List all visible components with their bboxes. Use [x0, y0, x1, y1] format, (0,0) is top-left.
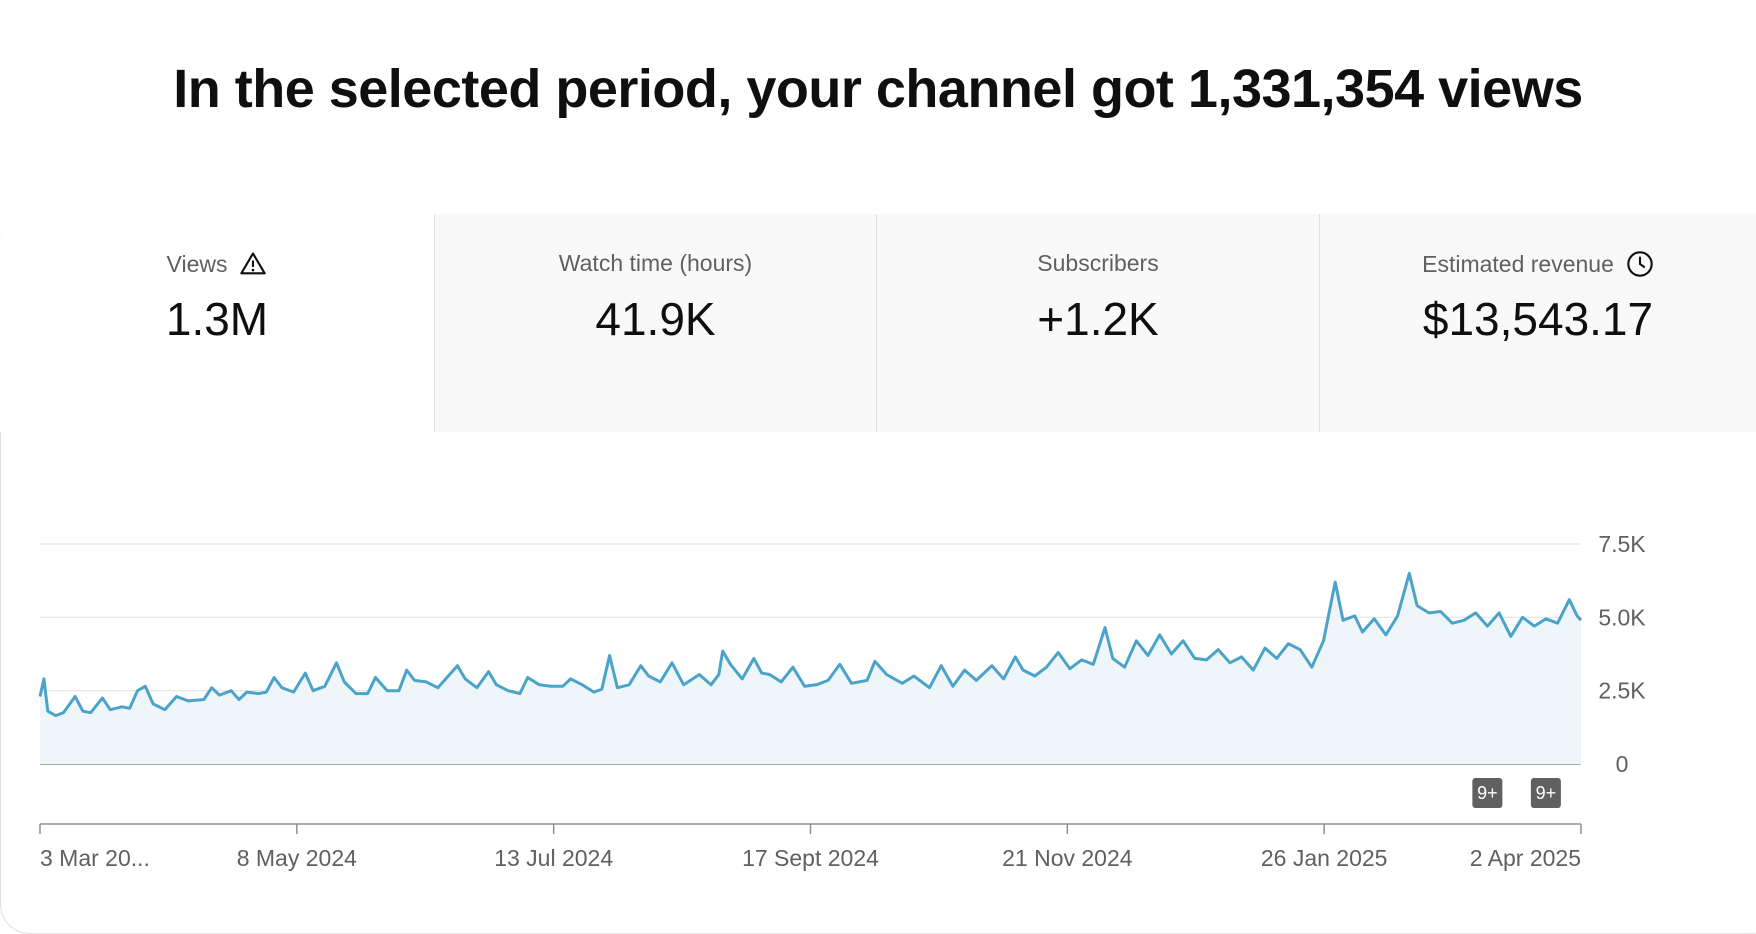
- y-tick-label: 5.0K: [1598, 604, 1646, 630]
- metric-tabs: Views 1.3M Watch time (hours) 41.9K Subs…: [0, 214, 1756, 432]
- x-tick-label: 17 Sept 2024: [742, 845, 879, 871]
- tab-watch-time-label: Watch time (hours): [558, 250, 753, 276]
- tab-watch-time[interactable]: Watch time (hours) 41.9K: [434, 214, 876, 432]
- x-tick-label: 2 Apr 2025: [1470, 845, 1581, 871]
- tab-views-value: 1.3M: [165, 293, 269, 345]
- views-area: [40, 573, 1581, 764]
- annotation-badges: 9+ 9+: [1472, 778, 1561, 808]
- views-chart: 7.5K 5.0K 2.5K 0 3 Mar 20... 8 May 2024 13 Ju…: [38, 531, 1646, 871]
- y-tick-label: 0: [1616, 751, 1629, 777]
- annotation-badge-box: [1530, 778, 1561, 808]
- annotation-badge[interactable]: 9+: [1530, 778, 1561, 808]
- tab-estimated-revenue-value: $13,543.17: [1422, 293, 1654, 345]
- tab-subscribers-value: +1.2K: [1037, 293, 1159, 345]
- warning-icon[interactable]: [239, 250, 267, 278]
- tab-estimated-revenue[interactable]: Estimated revenue $13,543.17: [1319, 214, 1756, 432]
- views-series-line[interactable]: [38, 571, 1583, 718]
- y-axis-ticks: 7.5K 5.0K 2.5K 0: [1598, 531, 1646, 777]
- y-tick-label: 2.5K: [1598, 678, 1646, 704]
- x-tick-label: 21 Nov 2024: [1002, 845, 1133, 871]
- tab-subscribers[interactable]: Subscribers +1.2K: [876, 214, 1319, 432]
- tab-subscribers-label: Subscribers: [1037, 250, 1159, 276]
- page-headline: In the selected period, your channel got…: [173, 59, 1583, 119]
- y-tick-label: 7.5K: [1598, 531, 1646, 557]
- annotation-badge-box: [1472, 778, 1503, 808]
- annotation-badge[interactable]: 9+: [1472, 778, 1503, 808]
- x-tick-label: 3 Mar 20...: [40, 845, 150, 871]
- x-tick-label: 26 Jan 2025: [1261, 845, 1388, 871]
- clock-icon[interactable]: [1626, 250, 1654, 278]
- tab-views-label: Views: [166, 250, 228, 277]
- annotation-badge-label: 9+: [1536, 783, 1557, 803]
- tab-estimated-revenue-label: Estimated revenue: [1422, 250, 1614, 277]
- tab-views[interactable]: Views 1.3M: [0, 214, 434, 432]
- x-tick-label: 8 May 2024: [237, 845, 357, 871]
- annotation-badge-label: 9+: [1477, 783, 1498, 803]
- x-axis-ticks: 3 Mar 20... 8 May 2024 13 Jul 2024 17 Sept …: [39, 824, 1582, 871]
- x-tick-label: 13 Jul 2024: [494, 845, 613, 871]
- tab-watch-time-value: 41.9K: [595, 293, 716, 345]
